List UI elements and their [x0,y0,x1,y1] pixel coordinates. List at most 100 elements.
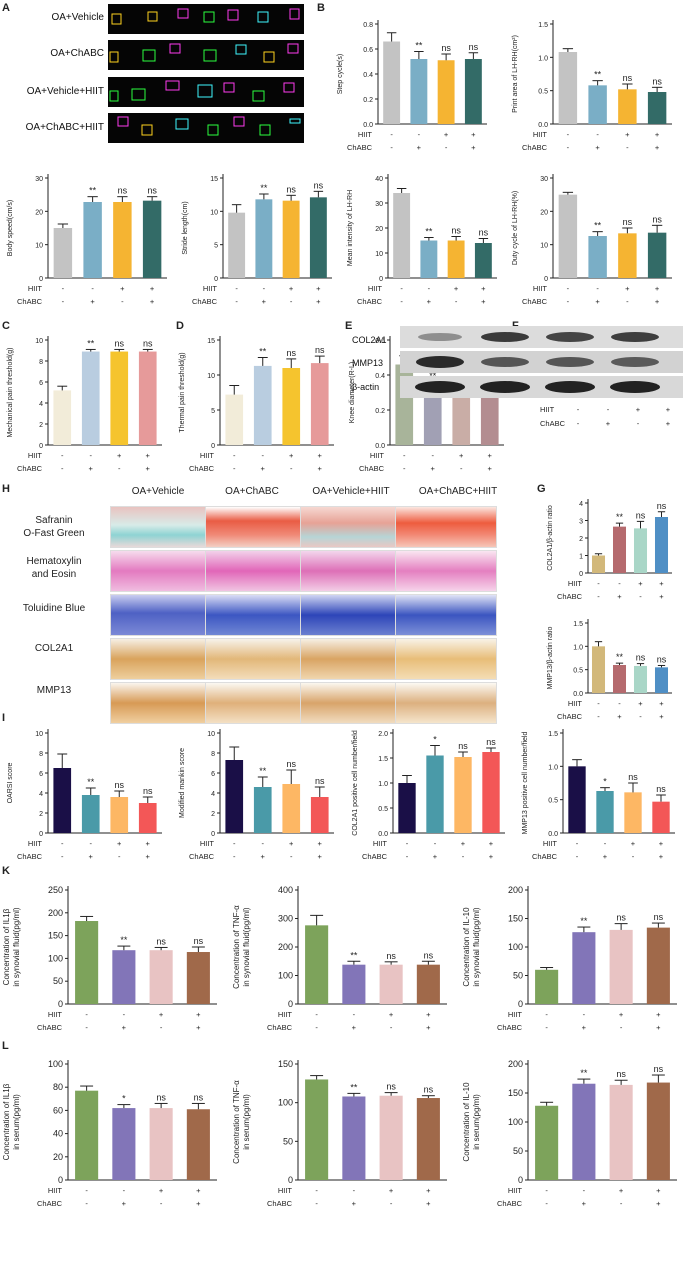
chart-mmp13-cells: MMP13 positive cell number/field 0.0 0.5 1.… [522,729,675,861]
l1-ytick-label-3: 60 [53,1105,63,1115]
k3-bar-2 [609,929,633,1004]
l3-hiit-sign-2: + [619,1186,624,1195]
j2-bar-2 [624,792,642,833]
histo-tile-5-1 [110,682,206,724]
e-chabc-sign-2: - [460,464,463,473]
c-hiit-sign-0: - [61,451,64,460]
b5-ytick-label-1: 10 [375,251,383,258]
c-hiit-sign-3: + [146,451,151,460]
k3-ytick-label-3: 150 [508,914,523,924]
j1-ytick-label-0: 0.0 [378,831,388,838]
histo-row-safranin: Safranin O-Fast Green [0,514,108,540]
e-hiit-sign-0: - [403,451,406,460]
histo-tile-5-4 [395,682,497,724]
b1-bar-1 [410,59,428,124]
g1-hiit-label: HIIT [568,579,583,588]
blot-chabc-sign-4: + [666,419,671,428]
b5-bar-2 [447,240,465,278]
blot-hiit-label: HIIT [540,405,555,414]
histo-tile-3-3 [300,594,396,636]
c-ytick-label-4: 8 [39,359,43,366]
histo-row-toluidine: Toluidine Blue [0,602,108,615]
b2-ytick-label-3: 1.5 [538,22,548,29]
histo-tile-3-1 [110,594,206,636]
chart-duty-cycle: Duty cycle of LH-RH(%) 0 10 20 30 - - ** - + ns + - n… [512,174,672,306]
j1-ytick-label-4: 2.0 [378,731,388,738]
b1-hiit-label: HIIT [358,130,373,139]
l1-bar-1 [112,1108,136,1180]
c-bar-0 [53,390,72,445]
j2-chabc-sign-0: - [576,852,579,861]
d-ytick-label-0: 0 [211,443,215,450]
j1-bar-0 [398,783,416,833]
b4-bar-3 [309,197,327,278]
b4-chabc-sign-0: - [235,297,238,306]
chart-mmp13-ratio: MMP13/β-actin ratio 0.0 0.5 1.0 1.5 - - ** - + ns +… [547,619,672,721]
l2-bar-3 [416,1098,440,1180]
chart-oarsi-score: OARSI score 0 2 4 6 8 10 - - ** - + ns + - ns + + HIIT ChAB… [7,729,162,861]
j2-hiit-label: HIIT [543,839,558,848]
j2-hiit-sign-3: + [659,839,664,848]
b5-bar-3 [474,243,492,278]
i1-bar-2 [110,797,129,833]
b3-ylabel-group: Body speed(cm/s) [7,200,14,256]
k1-hiit-sign-3: + [196,1010,201,1019]
chart-il10-synovial: Concentration of IL-10 in synovial fluid(… [462,885,677,1032]
b4-ylabel-0: Stride length(cm) [182,201,189,254]
g1-chabc-label: ChABC [557,592,583,601]
c-hiit-sign-2: + [117,451,122,460]
i2-ylabel-group: Modified mankin score [179,748,186,818]
b1-chabc-sign-2: - [445,143,448,152]
i1-hiit-sign-1: - [90,839,93,848]
g1-ytick-label-0: 0 [579,571,583,578]
b4-chabc-label: ChABC [192,297,218,306]
histo-row-mmp13-1: MMP13 [36,685,72,696]
k2-hiit-label: HIIT [278,1010,293,1019]
l3-sig-1: ** [580,1068,588,1078]
k1-chabc-label: ChABC [37,1023,63,1032]
b3-sig-3: ns [147,186,157,196]
i2-ytick-label-5: 10 [207,731,215,738]
l2-bar-2 [379,1095,403,1180]
panel-letter-k: K [2,865,10,877]
k2-bar-0 [305,925,329,1004]
b2-hiit-sign-2: + [625,130,630,139]
b1-hiit-sign-1: - [418,130,421,139]
l1-bar-2 [149,1108,173,1180]
d-sig-1: ** [259,347,267,357]
i1-ytick-label-2: 4 [39,791,43,798]
k1-chabc-sign-3: + [196,1023,201,1032]
l2-hiit-sign-2: + [389,1186,394,1195]
b6-hiit-sign-1: - [596,284,599,293]
western-blot-image [400,326,683,398]
b1-ytick-label-0: 0.0 [363,122,373,129]
panel-letter-i: I [2,712,6,724]
k1-ytick-label-5: 250 [48,885,63,895]
chart-step-cycle: Step cycle(s) 0.0 0.2 0.4 0.6 0.8 - - ** - + ns + - ns… [337,20,487,152]
l1-hiit-label: HIIT [48,1186,63,1195]
k3-sig-2: ns [616,913,626,923]
c-ylabel-0: Mechanical pain threshold(g) [7,348,14,438]
b6-ytick-label-1: 10 [540,243,548,250]
e-hiit-sign-3: + [488,451,493,460]
i2-hiit-sign-2: + [289,839,294,848]
l1-sig-3: ns [194,1092,204,1102]
b3-chabc-sign-2: - [121,297,124,306]
b1-sig-1: ** [415,41,423,51]
blot-chabc-sign-3: - [637,419,640,428]
b6-hiit-sign-0: - [567,284,570,293]
c-hiit-label: HIIT [28,451,43,460]
b3-hiit-label: HIIT [28,284,43,293]
c-chabc-label: ChABC [17,464,43,473]
b5-hiit-sign-3: + [481,284,486,293]
g2-bar-2 [633,665,648,693]
i1-ytick-label-4: 8 [39,751,43,758]
b3-bar-1 [83,202,102,278]
b3-chabc-sign-3: + [150,297,155,306]
histo-col-4: OA+ChABC+HIIT [418,486,498,497]
g2-chabc-sign-3: + [659,712,664,721]
b2-chabc-sign-0: - [567,143,570,152]
panel-letter-l: L [2,1040,9,1052]
l2-bar-1 [342,1096,366,1180]
b5-chabc-sign-2: - [455,297,458,306]
